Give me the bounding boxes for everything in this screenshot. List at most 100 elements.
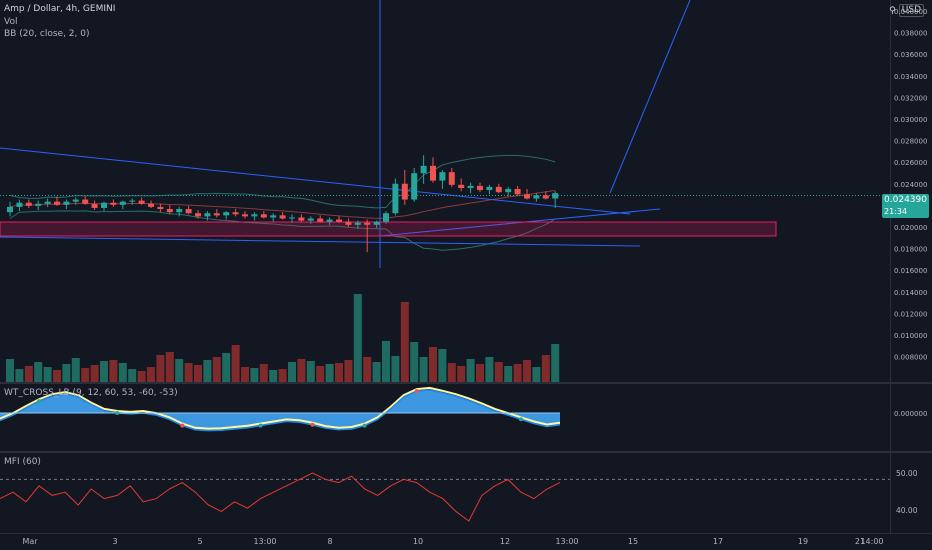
volume-bar — [438, 349, 447, 382]
candle-body — [148, 203, 154, 207]
candle-body — [289, 217, 295, 219]
volume-bar — [175, 359, 184, 382]
candle-body — [401, 183, 408, 200]
candle-body — [486, 186, 493, 191]
volume-bar — [71, 358, 80, 382]
wt-cross-chart[interactable] — [0, 384, 890, 451]
price-axis-tick: 0.016000 — [894, 267, 927, 275]
volume-bar — [353, 294, 362, 382]
volume-bar — [541, 355, 550, 382]
candle-body — [223, 212, 230, 216]
bb-upper-line — [9, 154, 556, 209]
candle-body — [119, 201, 126, 205]
volume-bar — [372, 362, 381, 382]
candle-body — [101, 202, 107, 208]
wt-legend[interactable]: WT_CROSS_LB (9, 12, 60, 53, -60, -53) — [4, 388, 178, 398]
wt-cross-dot — [310, 422, 315, 427]
candle-body — [373, 221, 380, 225]
trendline-support — [0, 236, 641, 247]
candle-body — [467, 185, 474, 188]
volume-bar — [419, 357, 428, 382]
bb-legend[interactable]: BB (20, close, 2, 0) — [4, 29, 90, 39]
candle-body — [448, 172, 455, 185]
candle-body — [44, 201, 51, 204]
candle-body — [63, 201, 70, 205]
volume-bar — [391, 356, 400, 382]
candle-body — [420, 165, 427, 174]
bell-icon[interactable]: ⚲ — [889, 5, 896, 16]
price-axis-divider — [890, 0, 891, 533]
time-axis-tick: 12 — [500, 537, 510, 546]
bb-lower-line — [9, 210, 556, 251]
candle-body — [514, 189, 521, 195]
candle-body — [213, 213, 220, 216]
volume-bar — [53, 370, 61, 382]
mfi-chart[interactable] — [0, 453, 890, 533]
volume-bar — [165, 352, 174, 382]
candle-body — [7, 206, 13, 213]
candle-body — [110, 202, 117, 205]
mfi-line — [0, 472, 561, 522]
volume-bar — [485, 357, 494, 382]
price-axis-tick: 0.038000 — [894, 30, 927, 38]
volume-bar — [363, 357, 372, 382]
candle-body — [82, 199, 89, 204]
candle-body — [524, 194, 530, 199]
candle-body — [336, 219, 342, 222]
mfi-legend[interactable]: MFI (60) — [4, 457, 41, 467]
price-axis-tick: 0.028000 — [894, 138, 927, 146]
price-axis-tick: 0.034000 — [894, 73, 927, 81]
candle-body — [364, 222, 371, 225]
price-axis[interactable]: 0.040000 0.038000 0.036000 0.034000 0.032000… — [890, 0, 932, 533]
currency-badge[interactable]: USD — [898, 4, 924, 17]
time-axis-tick: 13:00 — [555, 537, 578, 546]
wt-cross-dot — [115, 411, 120, 415]
volume-bar — [100, 361, 108, 382]
wt-cross-dot — [518, 417, 523, 422]
volume-bar — [410, 342, 419, 382]
symbol-legend[interactable]: Amp / Dollar, 4h, GEMINI — [4, 4, 116, 14]
volume-legend[interactable]: Vol — [4, 17, 18, 27]
candle-body — [411, 173, 418, 200]
candle-body — [345, 221, 352, 225]
price-axis-tick: 0.024000 — [894, 181, 927, 189]
volume-bar — [429, 347, 437, 382]
volume-bar — [297, 359, 306, 382]
price-axis-tick: 0.008000 — [894, 354, 927, 362]
wt-cross-dot — [180, 423, 185, 428]
wt-cross-dot — [362, 423, 367, 428]
time-axis-tick: 14:00 — [860, 537, 883, 546]
price-axis-tick: 0.026000 — [894, 159, 927, 167]
volume-bar — [523, 360, 531, 382]
volume-bar — [137, 371, 146, 382]
price-chart[interactable] — [0, 0, 890, 282]
candle-body — [242, 214, 248, 217]
volume-bar — [62, 364, 71, 382]
wt-cross-dot — [414, 389, 419, 394]
candle-body — [383, 213, 389, 222]
volume-bar — [34, 362, 43, 382]
candle-body — [477, 185, 483, 191]
volume-bar — [81, 368, 90, 382]
time-axis-tick: 15 — [628, 537, 638, 546]
candle-body — [458, 184, 465, 188]
volume-bar — [288, 362, 296, 382]
wt-axis-tick: 0.000000 — [894, 410, 927, 418]
projection-line — [609, 0, 691, 194]
candle-body — [185, 209, 192, 214]
pane-divider[interactable] — [0, 451, 932, 453]
bb-basis-line — [9, 189, 556, 219]
time-axis-tick: 19 — [798, 537, 808, 546]
volume-bar — [231, 345, 240, 382]
candle-body — [279, 215, 286, 219]
candle-body — [439, 172, 446, 181]
currency-selector[interactable]: ⚲ USD — [889, 4, 924, 17]
candle-body — [16, 202, 23, 207]
candle-body — [204, 213, 211, 217]
volume-bar — [24, 366, 33, 382]
time-axis-tick: 21 — [855, 537, 865, 546]
wt-line-1 — [0, 386, 561, 430]
pane-divider[interactable] — [0, 382, 932, 384]
volume-bar — [335, 363, 343, 382]
